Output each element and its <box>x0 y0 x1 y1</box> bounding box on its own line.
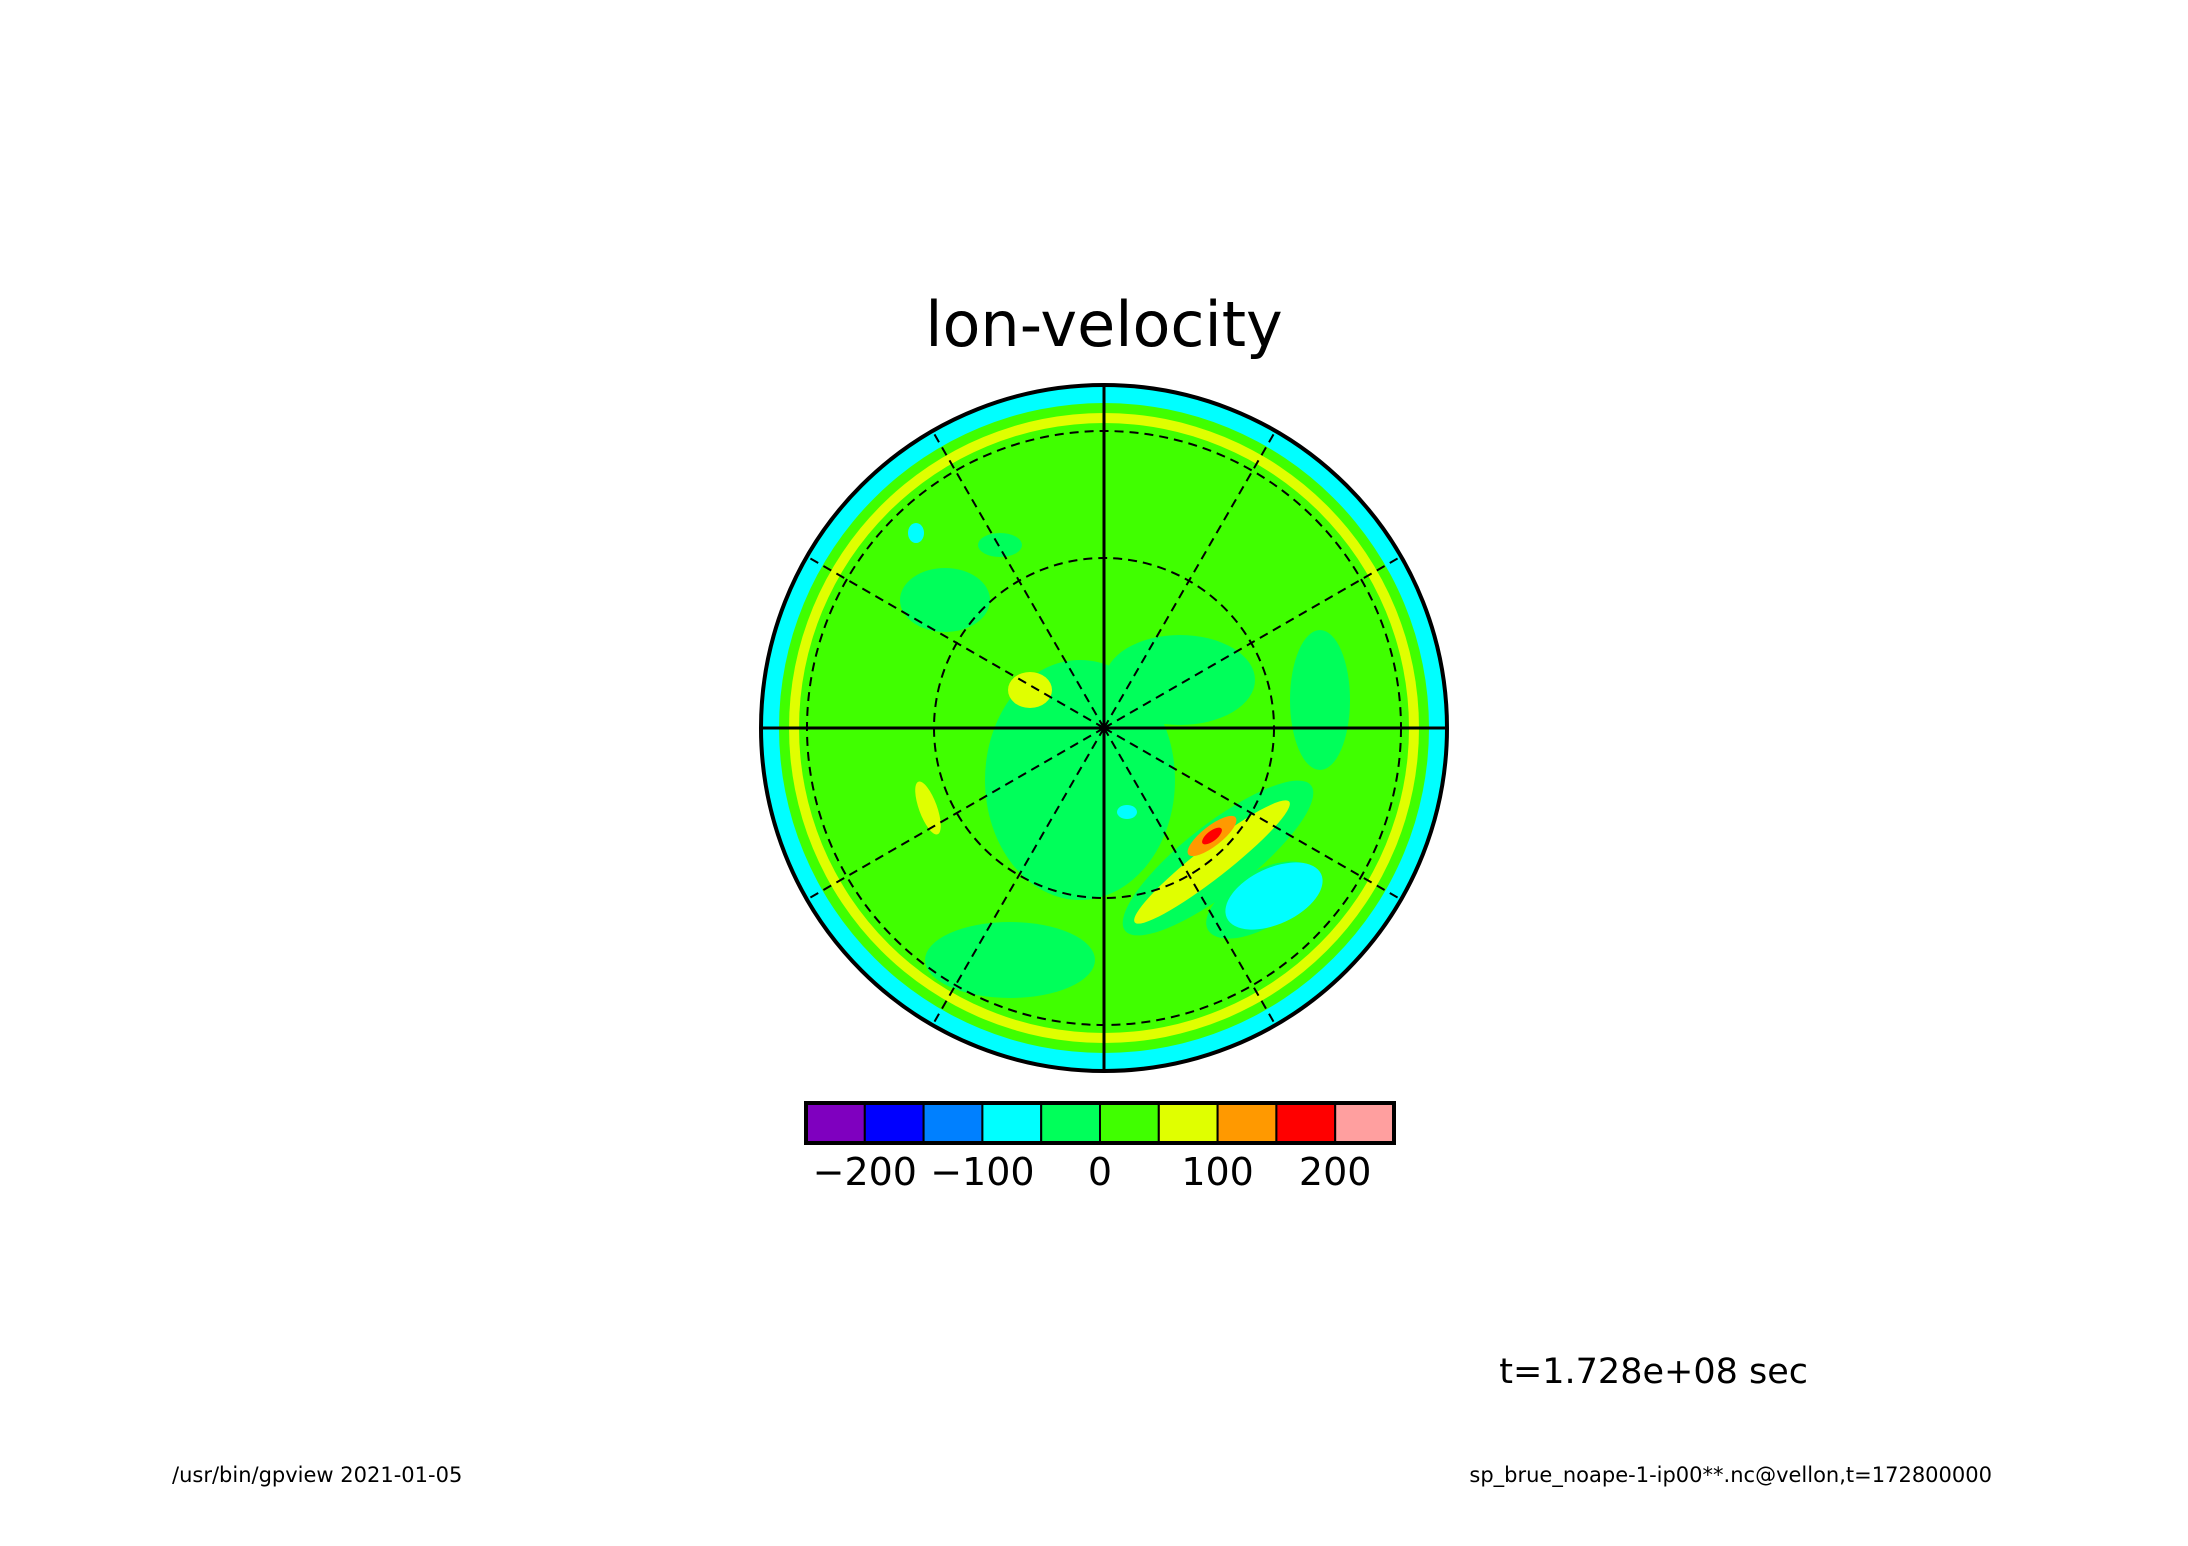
colorbar-swatch-1 <box>805 1102 866 1144</box>
field-blob-ne <box>1105 635 1255 725</box>
colorbar-swatch-2 <box>863 1102 925 1144</box>
colorbar-tick-label: 200 <box>1299 1150 1372 1194</box>
field-blob-nw <box>900 568 990 632</box>
colorbar-swatch-5 <box>1040 1102 1101 1144</box>
colorbar-tick-label: −200 <box>813 1150 917 1194</box>
colorbar-tick-label: −100 <box>930 1150 1034 1194</box>
field-max-w <box>915 781 941 835</box>
disc-border <box>759 383 1449 1073</box>
colorbar-tick-label: 100 <box>1181 1150 1254 1194</box>
field-blob-nnw <box>978 533 1022 557</box>
colorbar-swatch-7 <box>1157 1102 1219 1144</box>
field-blob-e <box>1290 630 1350 770</box>
colorbar-tick-label: 0 <box>1088 1150 1112 1194</box>
meridian-240 <box>931 727 1105 1026</box>
colorbar-swatch-10 <box>1334 1102 1395 1144</box>
field-jet-yellow <box>1134 800 1290 924</box>
footer-right: sp_brue_noape-1-ip00**.nc@vellon,t=17280… <box>1469 1463 1992 1488</box>
polar-grid <box>759 383 1449 1073</box>
field-min-small-2 <box>908 523 924 543</box>
chart-title: lon-velocity <box>925 288 1282 361</box>
field-max-center <box>1008 672 1052 708</box>
field-blob-sw <box>925 922 1095 998</box>
field-min-se <box>1225 862 1323 930</box>
meridian-210 <box>806 727 1105 901</box>
meridian-150 <box>806 555 1105 729</box>
colorbar-swatch-3 <box>922 1102 984 1144</box>
colorbar: −200 −100 0 100 200 <box>804 1101 1396 1194</box>
field-jet-max <box>1202 827 1222 845</box>
colorbar-frame <box>804 1101 1396 1145</box>
meridian-30 <box>1103 555 1402 729</box>
colorbar-swatch-4 <box>981 1102 1043 1144</box>
field-center-blob <box>985 660 1175 900</box>
footer-left: /usr/bin/gpview 2021-01-05 <box>172 1463 462 1487</box>
field-min-small-1 <box>1117 805 1137 819</box>
meridian-60 <box>1103 430 1277 729</box>
colorbar-swatch-6 <box>1099 1102 1160 1144</box>
meridian-300 <box>1103 727 1277 1026</box>
meridian-120 <box>931 430 1105 729</box>
colorbar-swatch-9 <box>1275 1102 1337 1144</box>
colorbar-swatch-8 <box>1216 1102 1278 1144</box>
meridian-330 <box>1103 727 1402 901</box>
time-label: t=1.728e+08 sec <box>1499 1352 1808 1392</box>
